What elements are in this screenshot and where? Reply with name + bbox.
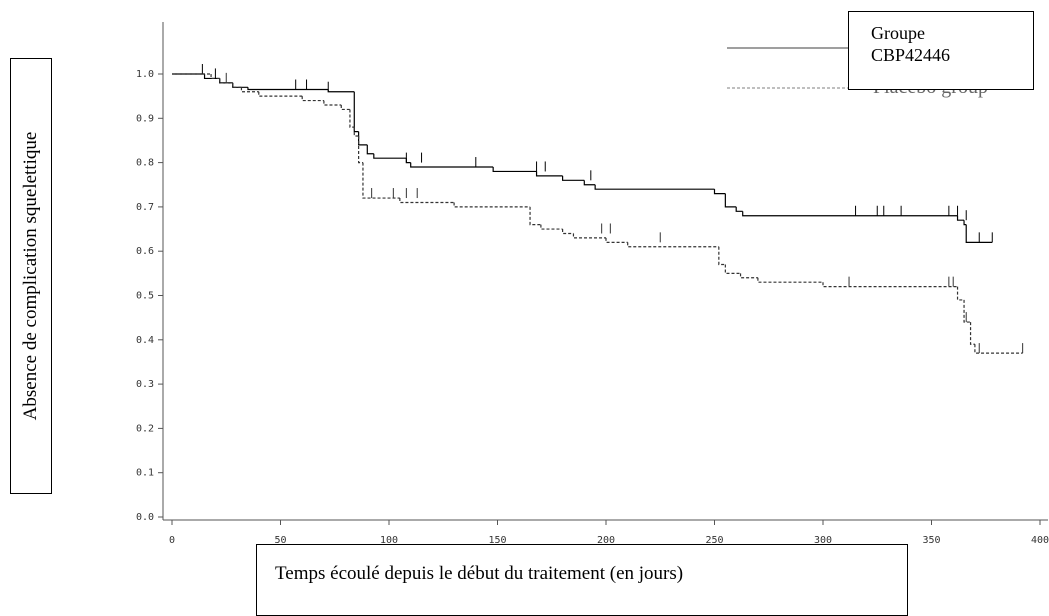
step-segment [232, 82, 248, 88]
y-tick-label: 0.2 [136, 423, 154, 434]
step-segment [969, 322, 975, 345]
step-segment [349, 109, 355, 128]
step-segment [358, 136, 363, 164]
step-segment [627, 242, 719, 248]
y-tick-label: 0.7 [136, 202, 154, 213]
y-tick-label: 1.0 [136, 69, 154, 80]
step-segment [822, 282, 958, 288]
step-segment [956, 286, 965, 301]
step-segment [362, 162, 400, 199]
step-segment [963, 299, 971, 323]
step-segment [535, 171, 563, 177]
step-segment [540, 224, 563, 230]
step-segment [323, 100, 342, 106]
step-segment [492, 167, 537, 173]
step-segment [210, 74, 220, 80]
step-segment [562, 229, 574, 235]
step-segment [572, 233, 606, 239]
step-segment [529, 206, 541, 226]
step-segment [301, 96, 324, 102]
step-segment [594, 184, 715, 190]
step-segment [974, 344, 1023, 354]
page: 0.0 0.1 0.2 0.3 0.4 0.5 0.6 0.7 0.8 0.9 1.0 0 50 100 1… [10, 11, 1049, 616]
y-tick-label: 0.9 [136, 113, 154, 124]
step-segment [353, 127, 359, 137]
y-tick-label: 0.6 [136, 246, 154, 257]
y-tick-label: 0.8 [136, 158, 154, 169]
step-segment [258, 91, 303, 97]
step-segment [713, 189, 726, 195]
step-segment [562, 175, 585, 181]
x-tick-label: 50 [274, 535, 286, 546]
chart: 0.0 0.1 0.2 0.3 0.4 0.5 0.6 0.7 0.8 0.9 1.0 0 50 100 1… [136, 22, 1049, 546]
step-segment [724, 264, 741, 274]
step-segment [453, 202, 531, 208]
step-segment [605, 237, 628, 243]
step-segment [965, 224, 993, 243]
step-segment [405, 158, 411, 164]
step-segment [757, 277, 823, 283]
step-segment [353, 91, 359, 133]
step-segment [219, 78, 233, 84]
step-segment [327, 89, 355, 93]
x-tick-label: 150 [488, 535, 506, 546]
step-segment [247, 87, 329, 91]
x-tick-label: 350 [922, 535, 940, 546]
y-axis-box: Absence de complication squelettique [10, 58, 52, 494]
step-segment [232, 82, 242, 88]
step-segment [718, 246, 726, 266]
x-axis-box: Temps écoulé depuis le début du traiteme… [256, 544, 908, 616]
step-segment [366, 144, 374, 155]
step-segment [735, 206, 743, 212]
step-segment [739, 273, 758, 279]
step-segment [410, 162, 494, 168]
step-segment [583, 180, 596, 186]
legend-box: Groupe CBP42446 [848, 11, 1034, 90]
step-segment [399, 198, 455, 204]
y-tick-label: 0.3 [136, 379, 154, 390]
step-segment [742, 211, 958, 217]
y-axis-label: Absence de complication squelettique [20, 131, 41, 421]
x-tick-label: 0 [169, 535, 175, 546]
x-tick-label: 400 [1031, 535, 1049, 546]
step-segment [340, 105, 350, 111]
step-segment [724, 193, 737, 208]
y-tick-label: 0.0 [136, 512, 154, 523]
y-tick-label: 0.1 [136, 468, 154, 479]
x-axis-label: Temps écoulé depuis le début du traiteme… [275, 563, 684, 584]
step-segment [373, 153, 407, 159]
x-tick-label: 100 [380, 535, 398, 546]
legend-label: Groupe CBP42446 [871, 23, 951, 65]
step-segment [240, 87, 259, 93]
step-segment [956, 215, 965, 221]
y-tick-label: 0.4 [136, 335, 154, 346]
y-tick-label: 0.5 [136, 291, 154, 302]
x-tick-label: 250 [705, 535, 723, 546]
step-segment [358, 131, 368, 146]
x-tick-label: 300 [814, 535, 832, 546]
step-segment [963, 220, 967, 226]
x-tick-label: 200 [597, 535, 615, 546]
step-segment [203, 74, 220, 80]
